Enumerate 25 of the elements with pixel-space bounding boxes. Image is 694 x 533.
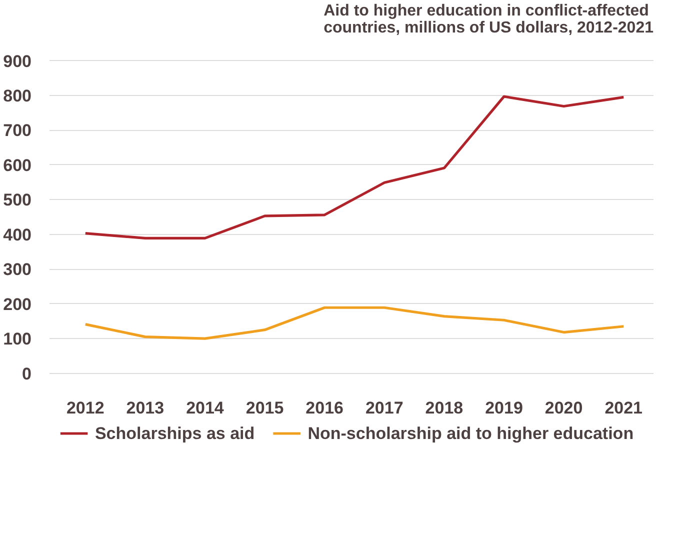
- x-tick-label: 2018: [425, 398, 464, 418]
- y-tick-label: 200: [3, 294, 32, 314]
- y-tick-label: 700: [3, 121, 32, 140]
- x-tick-label: 2013: [126, 398, 164, 418]
- line-series: [84, 95, 625, 240]
- y-tick-label: 400: [3, 225, 32, 244]
- y-tick-label: 500: [3, 190, 32, 210]
- y-tick-label: 600: [3, 156, 32, 175]
- legend-label: Non-scholarship aid to higher education: [308, 424, 634, 443]
- chart-title: Aid to higher education in conflict-affected countries, millions of US dollars, 2012-2021: [324, 2, 654, 36]
- x-tick-label: 2015: [246, 398, 284, 418]
- x-tick-label: 2017: [365, 398, 404, 418]
- line-series: [84, 306, 625, 340]
- y-tick-label: 0: [22, 364, 32, 384]
- y-tick-label: 800: [3, 86, 32, 106]
- y-tick-label: 900: [3, 52, 32, 71]
- x-tick-label: 2019: [485, 398, 523, 418]
- x-tick-label: 2012: [66, 398, 104, 418]
- x-tick-label: 2020: [544, 398, 583, 418]
- x-tick-label: 2021: [604, 398, 643, 418]
- x-tick-label: 2014: [186, 398, 224, 418]
- x-tick-label: 2016: [306, 398, 344, 418]
- y-tick-label: 100: [3, 330, 32, 349]
- legend-label: Scholarships as aid: [94, 424, 255, 443]
- y-tick-label: 300: [3, 260, 32, 280]
